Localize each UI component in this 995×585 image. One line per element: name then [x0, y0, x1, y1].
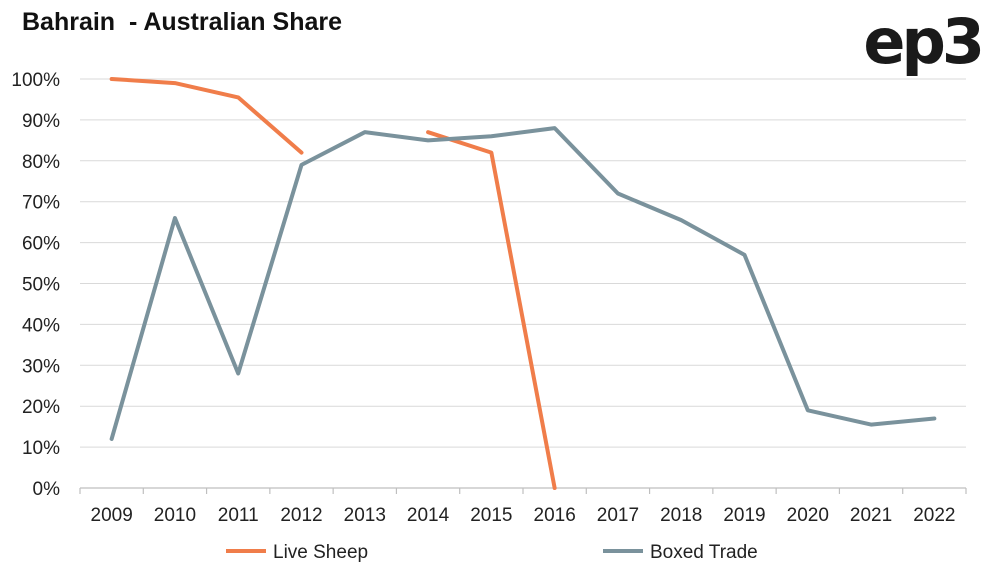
y-tick-label: 40%: [22, 315, 60, 336]
y-tick-label: 50%: [22, 275, 60, 296]
x-tick-label: 2021: [850, 505, 892, 526]
y-tick-label: 80%: [22, 152, 60, 173]
y-tick-label: 30%: [22, 356, 60, 377]
chart-title: Bahrain - Australian Share: [22, 8, 342, 36]
y-tick-label: 100%: [11, 70, 60, 91]
x-axis-ticks: 2009 2010 2011 2012 2013 2014 2015 2016 2017 2018…: [91, 505, 956, 526]
x-tick-label: 2018: [660, 505, 702, 526]
gridlines: [80, 78, 966, 448]
y-tick-label: 20%: [22, 397, 60, 418]
series-line-live-sheep: [426, 130, 557, 490]
x-tick-label: 2010: [154, 505, 196, 526]
x-tick-label: 2022: [913, 505, 955, 526]
y-tick-label: 60%: [22, 234, 60, 255]
legend-label: Boxed Trade: [650, 542, 758, 563]
y-tick-label: 0%: [33, 479, 61, 500]
y-tick-label: 70%: [22, 193, 60, 214]
series-lines: [109, 77, 937, 490]
x-tick-label: 2020: [787, 505, 829, 526]
series-line-boxed-trade: [109, 126, 937, 441]
x-tick-label: 2011: [218, 505, 259, 526]
x-tick-label: 2016: [534, 505, 576, 526]
x-tick-label: 2009: [91, 505, 133, 526]
x-axis: [79, 487, 967, 494]
series-line-live-sheep: [109, 77, 304, 155]
y-axis-ticks: 0% 10% 20% 30% 40% 50% 60% 70% 80% 90% 100%: [11, 70, 60, 500]
x-tick-label: 2015: [470, 505, 512, 526]
y-tick-label: 90%: [22, 111, 60, 132]
legend-label: Live Sheep: [273, 542, 368, 563]
x-tick-label: 2017: [597, 505, 639, 526]
x-tick-label: 2013: [344, 505, 386, 526]
legend: Live Sheep Boxed Trade: [226, 542, 758, 563]
y-tick-label: 10%: [22, 438, 60, 459]
ep3-logo: ep3: [863, 5, 985, 78]
x-tick-label: 2014: [407, 505, 450, 526]
x-tick-label: 2012: [280, 505, 322, 526]
x-tick-label: 2019: [723, 505, 765, 526]
